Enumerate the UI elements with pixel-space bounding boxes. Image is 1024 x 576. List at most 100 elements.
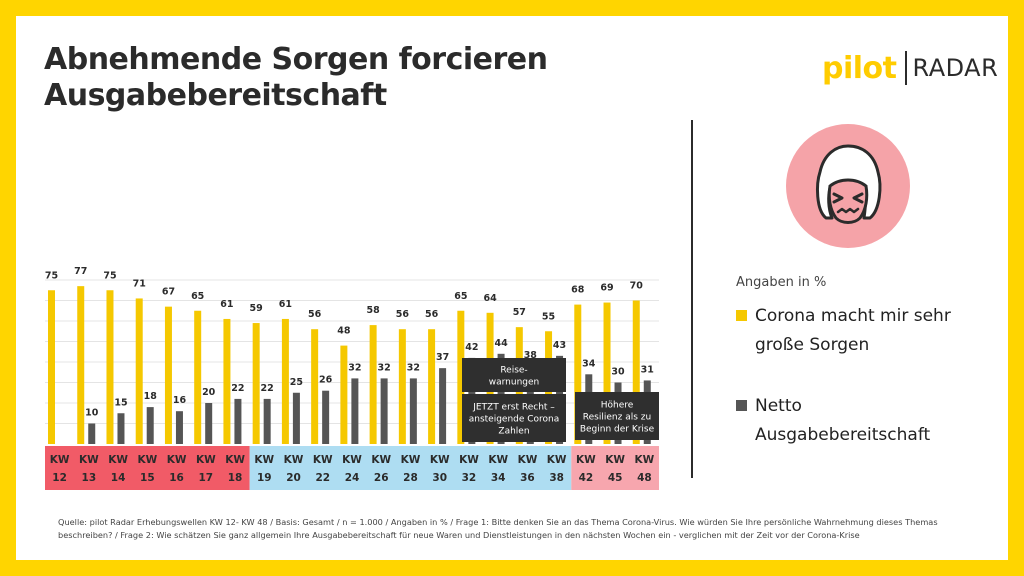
- value-label-ausgabe: 10: [85, 408, 99, 419]
- bar-sorgen: [457, 310, 465, 444]
- face-icon-mouth: [836, 207, 860, 214]
- tick-label-kw: KW: [50, 454, 70, 466]
- annotation-text: JETZT erst Recht –: [472, 403, 555, 413]
- tick-label-kw: KW: [488, 454, 508, 466]
- tick-label-week: 15: [140, 472, 155, 484]
- bar-sorgen: [311, 329, 319, 444]
- value-label-sorgen: 64: [483, 293, 497, 304]
- tick-label-kw: KW: [342, 454, 362, 466]
- bar-ausgabe: [88, 423, 96, 444]
- tick-label-kw: KW: [576, 454, 596, 466]
- value-label-ausgabe: 26: [319, 375, 333, 386]
- tick-label-week: 30: [432, 472, 447, 484]
- tick-label-kw: KW: [371, 454, 391, 466]
- value-label-ausgabe: 38: [524, 350, 538, 361]
- value-label-ausgabe: 20: [202, 387, 216, 398]
- bar-ausgabe: [409, 378, 417, 444]
- value-label-ausgabe: 25: [290, 377, 303, 388]
- bar-ausgabe: [322, 390, 330, 444]
- value-label-sorgen: 77: [74, 266, 87, 277]
- value-label-ausgabe: 18: [144, 391, 158, 402]
- pilot-radar-logo: pilot RADAR: [822, 48, 998, 88]
- vertical-divider: [691, 120, 693, 478]
- value-label-sorgen: 57: [513, 307, 526, 318]
- bar-ausgabe: [175, 411, 183, 444]
- legend-item-ausgabe: Netto Ausgabebereitschaft: [736, 392, 965, 450]
- bar-ausgabe: [380, 378, 388, 444]
- value-label-ausgabe: 22: [231, 383, 244, 394]
- value-label-sorgen: 61: [279, 299, 292, 310]
- tick-label-kw: KW: [284, 454, 304, 466]
- slide-panel: Abnehmende Sorgen forcieren Ausgabeberei…: [16, 16, 1008, 560]
- tick-label-kw: KW: [254, 454, 274, 466]
- value-label-sorgen: 68: [571, 285, 585, 296]
- source-footnote: Quelle: pilot Radar Erhebungswellen KW 1…: [58, 517, 938, 540]
- tick-label-week: 38: [549, 472, 564, 484]
- value-label-sorgen: 56: [396, 309, 410, 320]
- bar-ausgabe: [292, 392, 300, 444]
- value-label-sorgen: 59: [250, 303, 263, 314]
- value-label-sorgen: 75: [103, 270, 116, 281]
- legend-swatch-sorgen: [736, 310, 747, 321]
- annotation-text: Resilienz als zu: [583, 413, 651, 423]
- value-label-ausgabe: 34: [582, 358, 596, 369]
- tick-label-week: 19: [257, 472, 272, 484]
- value-label-ausgabe: 16: [173, 395, 187, 406]
- tick-label-week: 34: [491, 472, 506, 484]
- tick-label-week: 13: [82, 472, 97, 484]
- bar-ausgabe: [439, 368, 447, 444]
- value-label-ausgabe: 32: [348, 362, 361, 373]
- category-band-red: [45, 446, 250, 490]
- value-label-sorgen: 69: [600, 283, 613, 294]
- tick-label-week: 22: [315, 472, 330, 484]
- annotation-box: [462, 394, 566, 442]
- bar-ausgabe: [351, 378, 359, 444]
- tick-label-kw: KW: [518, 454, 538, 466]
- tick-label-week: 28: [403, 472, 418, 484]
- bar-sorgen: [106, 290, 114, 444]
- bar-ausgabe: [205, 403, 213, 444]
- value-label-ausgabe: 32: [378, 362, 391, 373]
- tick-label-kw: KW: [225, 454, 245, 466]
- logo-separator: [904, 51, 907, 85]
- tick-label-week: 48: [637, 472, 652, 484]
- face-icon-eye-left: [832, 192, 844, 204]
- worried-face-icon: [786, 124, 910, 248]
- annotation-box: [462, 358, 566, 392]
- tick-label-kw: KW: [313, 454, 333, 466]
- tick-label-week: 42: [579, 472, 594, 484]
- bar-ausgabe: [146, 407, 154, 444]
- bar-sorgen: [135, 298, 143, 444]
- tick-label-kw: KW: [167, 454, 187, 466]
- value-label-ausgabe: 31: [641, 364, 654, 375]
- value-label-ausgabe: 37: [436, 352, 449, 363]
- tick-label-week: 16: [169, 472, 184, 484]
- face-icon-eye-right: [852, 192, 864, 204]
- bar-ausgabe: [263, 398, 271, 444]
- tick-label-week: 17: [198, 472, 213, 484]
- value-label-sorgen: 58: [367, 305, 381, 316]
- bar-sorgen: [428, 329, 436, 444]
- tick-label-kw: KW: [635, 454, 655, 466]
- tick-label-week: 45: [608, 472, 623, 484]
- value-label-sorgen: 61: [220, 299, 233, 310]
- value-label-ausgabe: 30: [611, 367, 625, 378]
- tick-label-kw: KW: [79, 454, 99, 466]
- category-band-blue: [249, 446, 572, 490]
- bar-sorgen: [632, 300, 640, 444]
- bar-sorgen: [369, 325, 377, 444]
- bar-sorgen: [164, 306, 172, 444]
- annotation-box: [575, 392, 659, 440]
- tick-label-kw: KW: [547, 454, 567, 466]
- annotation-text: Zahlen: [498, 427, 529, 437]
- tick-label-week: 24: [345, 472, 360, 484]
- tick-label-kw: KW: [430, 454, 450, 466]
- tick-label-kw: KW: [108, 454, 128, 466]
- tick-label-week: 26: [374, 472, 389, 484]
- value-label-sorgen: 75: [45, 270, 58, 281]
- tick-label-week: 18: [228, 472, 243, 484]
- category-band-pink: [571, 446, 659, 490]
- tick-label-kw: KW: [137, 454, 157, 466]
- logo-radar-text: RADAR: [912, 54, 999, 82]
- bar-chart: 75 77 10 75 15 71 18 67 16 65 20 61 22 59 22 61 25 56 26 48…: [45, 266, 659, 490]
